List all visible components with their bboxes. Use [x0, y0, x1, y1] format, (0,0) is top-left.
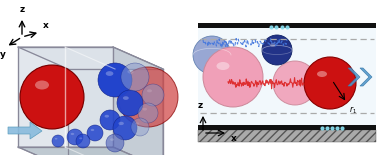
- Circle shape: [203, 47, 263, 107]
- Ellipse shape: [105, 115, 109, 118]
- Polygon shape: [18, 47, 163, 69]
- Circle shape: [142, 84, 164, 106]
- Text: z: z: [197, 101, 203, 110]
- Text: y: y: [0, 50, 6, 59]
- Text: $r_1$: $r_1$: [349, 105, 357, 116]
- Polygon shape: [18, 47, 113, 147]
- Polygon shape: [68, 69, 163, 155]
- Circle shape: [67, 129, 83, 145]
- Ellipse shape: [217, 62, 229, 70]
- Circle shape: [118, 67, 178, 127]
- Bar: [198, 28, 376, 125]
- Circle shape: [52, 135, 64, 147]
- Ellipse shape: [118, 122, 124, 125]
- Ellipse shape: [270, 43, 276, 47]
- Bar: [198, 0, 376, 155]
- Circle shape: [273, 61, 317, 105]
- Ellipse shape: [127, 70, 134, 74]
- Circle shape: [113, 116, 137, 140]
- Circle shape: [138, 103, 158, 123]
- Ellipse shape: [71, 133, 74, 135]
- Circle shape: [193, 36, 231, 74]
- Circle shape: [20, 65, 84, 129]
- Circle shape: [106, 134, 124, 152]
- Ellipse shape: [91, 129, 94, 131]
- Ellipse shape: [147, 89, 152, 92]
- Ellipse shape: [35, 80, 49, 89]
- Circle shape: [117, 90, 143, 116]
- Circle shape: [100, 110, 120, 130]
- Circle shape: [304, 57, 356, 109]
- Text: x: x: [43, 21, 49, 30]
- Text: x: x: [231, 134, 237, 143]
- Ellipse shape: [79, 137, 82, 139]
- Bar: [198, 130, 376, 142]
- Ellipse shape: [110, 138, 114, 141]
- Ellipse shape: [135, 122, 139, 125]
- Ellipse shape: [106, 71, 113, 76]
- Ellipse shape: [143, 108, 147, 111]
- Circle shape: [98, 63, 132, 97]
- Polygon shape: [348, 68, 360, 86]
- Circle shape: [87, 125, 103, 141]
- Polygon shape: [8, 122, 42, 139]
- Circle shape: [131, 118, 149, 136]
- Circle shape: [20, 65, 84, 129]
- Ellipse shape: [123, 96, 129, 100]
- Polygon shape: [360, 68, 372, 86]
- Text: z: z: [19, 5, 25, 14]
- Bar: [198, 125, 376, 130]
- Circle shape: [262, 35, 292, 65]
- Ellipse shape: [55, 138, 57, 140]
- Ellipse shape: [317, 71, 327, 77]
- Circle shape: [76, 134, 90, 148]
- Circle shape: [121, 63, 149, 91]
- Polygon shape: [113, 47, 163, 155]
- Polygon shape: [18, 147, 163, 155]
- Bar: [198, 23, 376, 28]
